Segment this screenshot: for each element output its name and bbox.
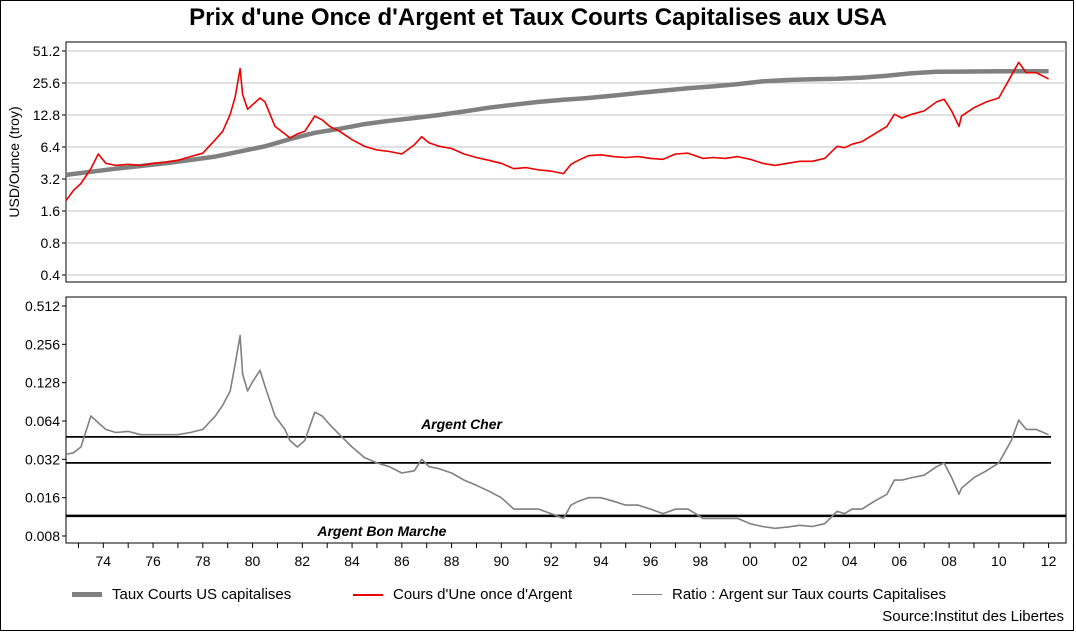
bottom-plot-border [65,296,1067,544]
bottom-ytick-label: 0.016 [25,490,60,506]
bottom-ytick-label: 0.032 [25,451,60,467]
bottom-ytick-label: 0.128 [25,375,60,391]
xtick-label: 90 [494,553,510,569]
bottom-ytick-label: 0.064 [25,413,60,429]
legend-label-silver: Cours d'Une once d'Argent [393,586,573,603]
reference-label-2: Argent Bon Marche [316,523,446,539]
series-line-silver [65,61,1049,202]
xtick-label: 78 [195,553,211,569]
legend-swatch-rates [72,592,102,597]
top-ylabel: USD/Ounce (troy) [6,106,22,217]
legend-label-ratio: Ratio : Argent sur Taux courts Capitalis… [672,586,947,603]
xtick-label: 86 [394,553,410,569]
top-plot-border [65,41,1067,283]
xtick-label: 80 [245,553,261,569]
xtick-label: 96 [643,553,659,569]
source-note: Source:Institut des Libertes [882,608,1064,625]
xtick-label: 12 [1041,553,1057,569]
top-ytick-label: 0.4 [41,267,61,283]
series-line-rates [65,69,1049,178]
legend-item-silver: Cours d'Une once d'Argent [353,586,572,603]
xtick-label: 10 [991,553,1007,569]
top-ytick-label: 25.6 [33,75,60,91]
xtick-label: 82 [295,553,311,569]
bottom-ytick-label: 0.256 [25,336,60,352]
legend-label-rates: Taux Courts US capitalises [112,586,292,603]
top-ytick-label: 12.8 [33,107,60,123]
xtick-label: 74 [96,553,112,569]
xtick-label: 00 [742,553,758,569]
xtick-label: 98 [693,553,709,569]
xtick-label: 06 [892,553,908,569]
xtick-label: 84 [344,553,360,569]
xtick-label: 92 [543,553,559,569]
legend-item-rates: Taux Courts US capitalises [72,586,291,603]
bottom-ytick-label: 0.008 [25,528,60,544]
xtick-label: 02 [792,553,808,569]
top-ytick-label: 6.4 [41,139,61,155]
top-ytick-label: 1.6 [41,203,61,219]
legend-swatch-ratio [632,593,662,596]
top-ytick-label: 51.2 [33,43,60,59]
reference-label-0: Argent Cher [420,416,503,432]
top-ytick-label: 0.8 [41,235,61,251]
xtick-label: 76 [145,553,161,569]
xtick-label: 08 [941,553,957,569]
top-ytick-label: 3.2 [41,171,61,187]
xtick-label: 04 [842,553,858,569]
xtick-label: 88 [444,553,460,569]
chart-title: Prix d'une Once d'Argent et Taux Courts … [189,4,887,31]
legend-item-ratio: Ratio : Argent sur Taux courts Capitalis… [632,586,946,603]
series-line-ratio [65,334,1049,530]
legend-swatch-silver [353,593,383,596]
xtick-label: 94 [593,553,609,569]
bottom-ytick-label: 0.512 [25,298,60,314]
